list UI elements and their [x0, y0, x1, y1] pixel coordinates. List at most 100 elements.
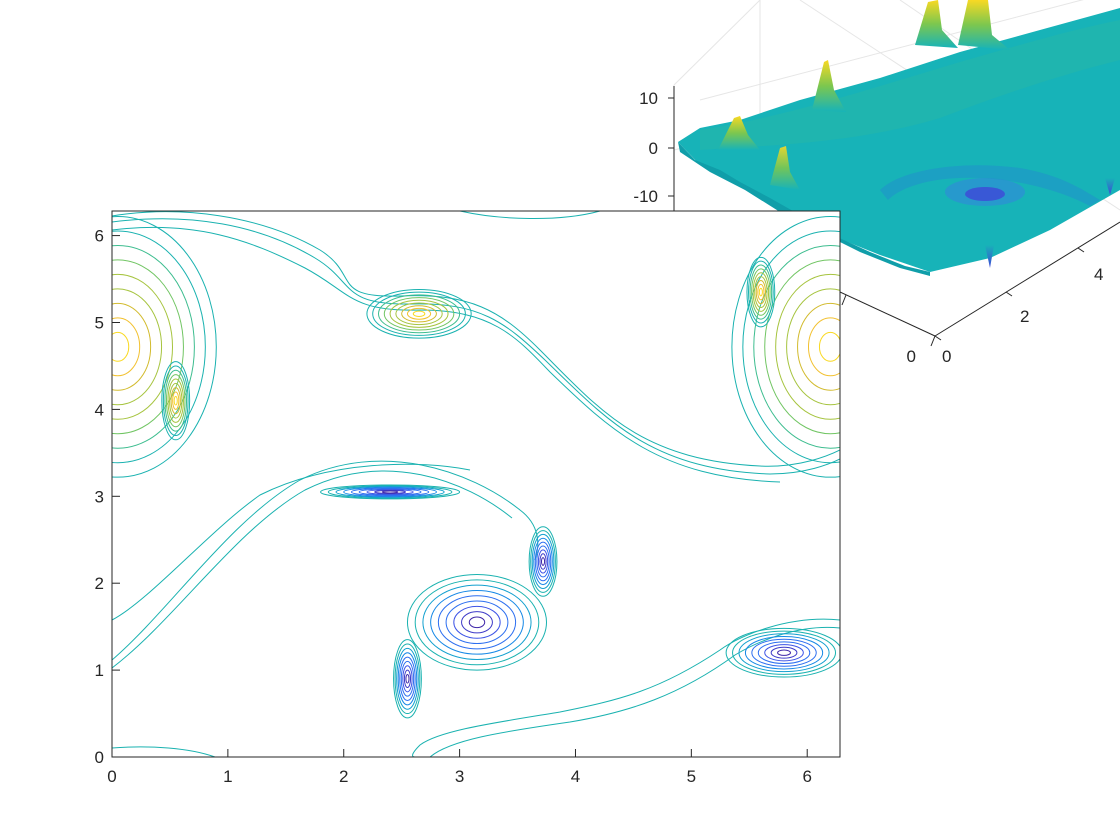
negative-vortex [528, 526, 558, 597]
contour-ring [350, 487, 430, 497]
y-ticks: 0 1 2 3 4 5 6 [95, 227, 120, 767]
y-tick-label: 3 [95, 487, 104, 506]
contour-ring [389, 299, 449, 328]
contour-ring [537, 549, 549, 574]
negative-vortex [406, 574, 548, 671]
contour-ring [161, 361, 191, 441]
contour-ring [162, 365, 189, 436]
surface-peak-3 [915, 0, 958, 48]
y-tick-label: 0 [95, 748, 104, 767]
contour-ring [453, 605, 501, 639]
contour-ring [731, 216, 840, 478]
contour-ring [112, 273, 173, 420]
main-axes-box [111, 210, 841, 758]
contour-ring [818, 331, 840, 362]
contour-ring [755, 279, 766, 305]
inset-z-tick-label: 10 [639, 89, 658, 108]
contour-ring [528, 526, 558, 597]
surface-spike-2 [1105, 178, 1115, 195]
inset-x-tick-label: 2 [1020, 307, 1029, 326]
contour-ring [395, 302, 443, 326]
contour-ring [327, 485, 453, 499]
negative-vortices [320, 484, 840, 719]
contour-ring [751, 638, 817, 667]
contour-ring [400, 660, 415, 697]
y-tick-label: 1 [95, 661, 104, 680]
contour-ring [112, 230, 206, 464]
contour-ring [396, 647, 419, 710]
surface-peak-2 [812, 60, 846, 112]
contour-ring [764, 259, 840, 435]
contour-ring [530, 530, 556, 593]
contour-ring [775, 273, 840, 420]
contour-ring [461, 611, 493, 634]
contour-ring [749, 264, 773, 320]
y-tick-label: 4 [95, 400, 104, 419]
contour-ring [112, 216, 217, 478]
negative-vortex [320, 484, 461, 500]
surface-ridge [700, 20, 1120, 150]
contour-ring [112, 259, 184, 435]
contour-ring [112, 331, 130, 362]
positive-vortex [746, 256, 776, 328]
negative-vortex [725, 627, 840, 678]
contour-ring [173, 395, 178, 406]
contour-ring [746, 256, 776, 328]
x-tick-label: 2 [339, 767, 348, 786]
contour-ring [402, 665, 413, 693]
contour-ring [112, 302, 152, 391]
contour-ring [372, 291, 466, 336]
contour-ring [770, 646, 798, 659]
contour-ring [430, 589, 524, 655]
contour-ring [169, 382, 183, 419]
contour-ring [112, 288, 163, 406]
contour-ring [797, 302, 840, 391]
contour-ring [406, 307, 432, 320]
contour-ring [377, 294, 461, 334]
positive-vortices [112, 216, 840, 478]
inset-x-tick-label: 0 [942, 347, 951, 366]
contour-ring [320, 484, 461, 500]
x-tick-label: 4 [571, 767, 580, 786]
x-tick-label: 5 [687, 767, 696, 786]
x-tick-label: 3 [455, 767, 464, 786]
surface-peak-1 [718, 116, 760, 150]
y-tick-label: 5 [95, 313, 104, 332]
contour-ring [732, 630, 837, 675]
contour-ring [112, 317, 141, 377]
contour-ring [744, 635, 824, 670]
contour-ring [394, 643, 421, 715]
contour-ring [374, 489, 407, 494]
contour-ring [405, 673, 410, 684]
contour-ring [531, 533, 555, 590]
contour-ring [757, 641, 811, 665]
contour-ring [358, 488, 422, 496]
contour-ring [164, 369, 188, 432]
contour-ring [753, 244, 840, 449]
contour-ring [165, 374, 186, 428]
contour-ring [414, 579, 540, 666]
x-tick-label: 0 [107, 767, 116, 786]
contour-ring [539, 553, 547, 570]
contour-ring [808, 317, 840, 377]
x-tick-label: 1 [223, 767, 232, 786]
x-tick-label: 6 [802, 767, 811, 786]
surface-trough [880, 165, 1100, 206]
contour-ring [757, 283, 765, 301]
surface-inset: 10 0 -10 6 4 2 0 0 2 4 [633, 0, 1120, 366]
contour-ring [366, 288, 472, 339]
positive-vortex [366, 288, 472, 339]
contour-ring [738, 633, 830, 673]
inset-z-ticks: 10 0 -10 [633, 89, 658, 206]
contour-ring [725, 627, 840, 678]
contour-ring [167, 378, 184, 423]
contour-ring [758, 287, 763, 297]
contour-ring [403, 669, 412, 688]
contour-ring [401, 305, 437, 323]
contour-ring [366, 489, 414, 495]
contour-ring [422, 584, 532, 660]
positive-vortex [112, 216, 217, 478]
positive-vortex [161, 361, 191, 441]
contour-ring [534, 541, 552, 582]
